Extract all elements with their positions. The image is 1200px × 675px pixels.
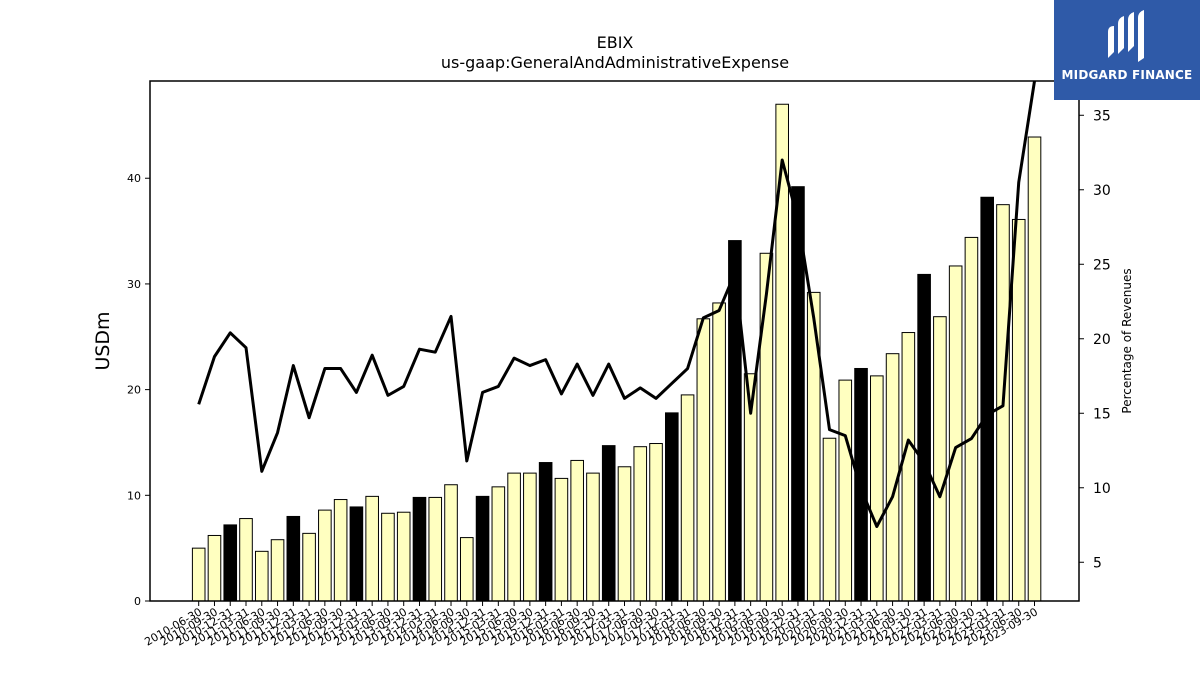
plot-frame <box>149 80 1080 602</box>
y2-tick-label: 35 <box>1093 108 1111 124</box>
midgard-finance-logo: MIDGARD FINANCE <box>1054 0 1200 100</box>
y-tick-label: 40 <box>127 172 141 185</box>
bar-2023-09-30 <box>1027 136 1042 602</box>
bar-2022-03-31 <box>933 316 947 602</box>
bar-2010-12-31 <box>223 524 238 602</box>
bar-2012-06-30 <box>318 509 332 602</box>
line-group <box>197 80 1036 528</box>
bar-2011-03-31 <box>239 518 253 602</box>
y-axis-label: USDm <box>92 311 114 370</box>
bars-group <box>191 103 1042 602</box>
bar-2020-06-30 <box>822 437 837 602</box>
bar-2023-06-30 <box>1011 218 1026 602</box>
bar-2022-06-30 <box>948 265 963 602</box>
bar-2018-09-30 <box>712 302 726 602</box>
y2-axis-label: Percentage of Revenues <box>1120 268 1134 413</box>
bar-2017-09-30 <box>649 443 663 602</box>
bar-2012-03-31 <box>302 532 316 602</box>
bar-2015-03-31 <box>491 486 506 602</box>
chart-subtitle: us-gaap:GeneralAndAdministrativeExpense <box>441 53 789 72</box>
logo-text: MIDGARD FINANCE <box>1061 68 1193 82</box>
bar-2011-09-30 <box>270 539 285 602</box>
y-tick-label: 0 <box>134 595 141 608</box>
x-axis: 2010-06-302010-09-302010-12-312011-03-31… <box>142 601 1040 649</box>
bar-2018-03-31 <box>680 394 695 602</box>
bar-2021-03-31 <box>870 375 884 602</box>
bar-2020-09-30 <box>838 379 853 602</box>
bar-2010-09-30 <box>207 534 222 602</box>
bar-2017-03-31 <box>617 466 632 602</box>
bar-2013-03-31 <box>365 495 379 602</box>
bar-2013-12-31 <box>412 496 427 602</box>
bar-2014-09-30 <box>459 537 474 602</box>
bar-2014-06-30 <box>444 484 458 602</box>
y2-tick-label: 20 <box>1093 332 1111 348</box>
bar-2012-12-31 <box>349 506 364 602</box>
bar-2015-09-30 <box>523 472 537 602</box>
bar-2021-09-30 <box>901 332 916 602</box>
bar-2010-06-30 <box>191 547 206 602</box>
bar-2011-12-31 <box>286 515 301 602</box>
bar-2011-06-30 <box>254 550 269 602</box>
bar-2017-06-30 <box>633 446 648 602</box>
midgard-logo-icon <box>1108 10 1144 62</box>
y-tick-label: 30 <box>127 278 141 291</box>
bar-2014-03-31 <box>428 496 443 602</box>
bar-2022-12-31 <box>980 196 995 602</box>
bar-2016-09-30 <box>586 472 600 602</box>
bar-2015-12-31 <box>538 462 553 602</box>
bar-2021-12-31 <box>917 273 931 602</box>
bar-2013-09-30 <box>396 511 411 602</box>
y2-tick-label: 5 <box>1093 555 1102 571</box>
bar-2016-06-30 <box>570 459 584 602</box>
y2-tick-label: 30 <box>1093 183 1111 199</box>
y-tick-label: 10 <box>127 489 141 502</box>
bar-2016-12-31 <box>601 445 616 602</box>
bar-2015-06-30 <box>507 472 521 602</box>
bar-2022-09-30 <box>964 236 979 602</box>
bar-2014-12-31 <box>475 495 490 602</box>
y2-tick-label: 25 <box>1093 257 1111 273</box>
bar-2017-12-31 <box>665 412 679 602</box>
y2-tick-label: 15 <box>1093 406 1111 422</box>
y-tick-label: 20 <box>127 384 141 397</box>
bar-2018-06-30 <box>696 318 711 602</box>
chart-title: EBIX <box>597 33 634 52</box>
percentage-line <box>197 80 1036 528</box>
bar-2012-09-30 <box>333 499 348 602</box>
bar-2018-12-31 <box>728 240 742 602</box>
right-axis: 5 10 15 20 25 30 35 <box>1079 108 1111 571</box>
bar-2013-06-30 <box>381 512 395 602</box>
bar-2016-03-31 <box>554 477 569 602</box>
y2-tick-label: 10 <box>1093 481 1111 497</box>
left-axis: 0 10 20 30 40 <box>127 172 150 608</box>
